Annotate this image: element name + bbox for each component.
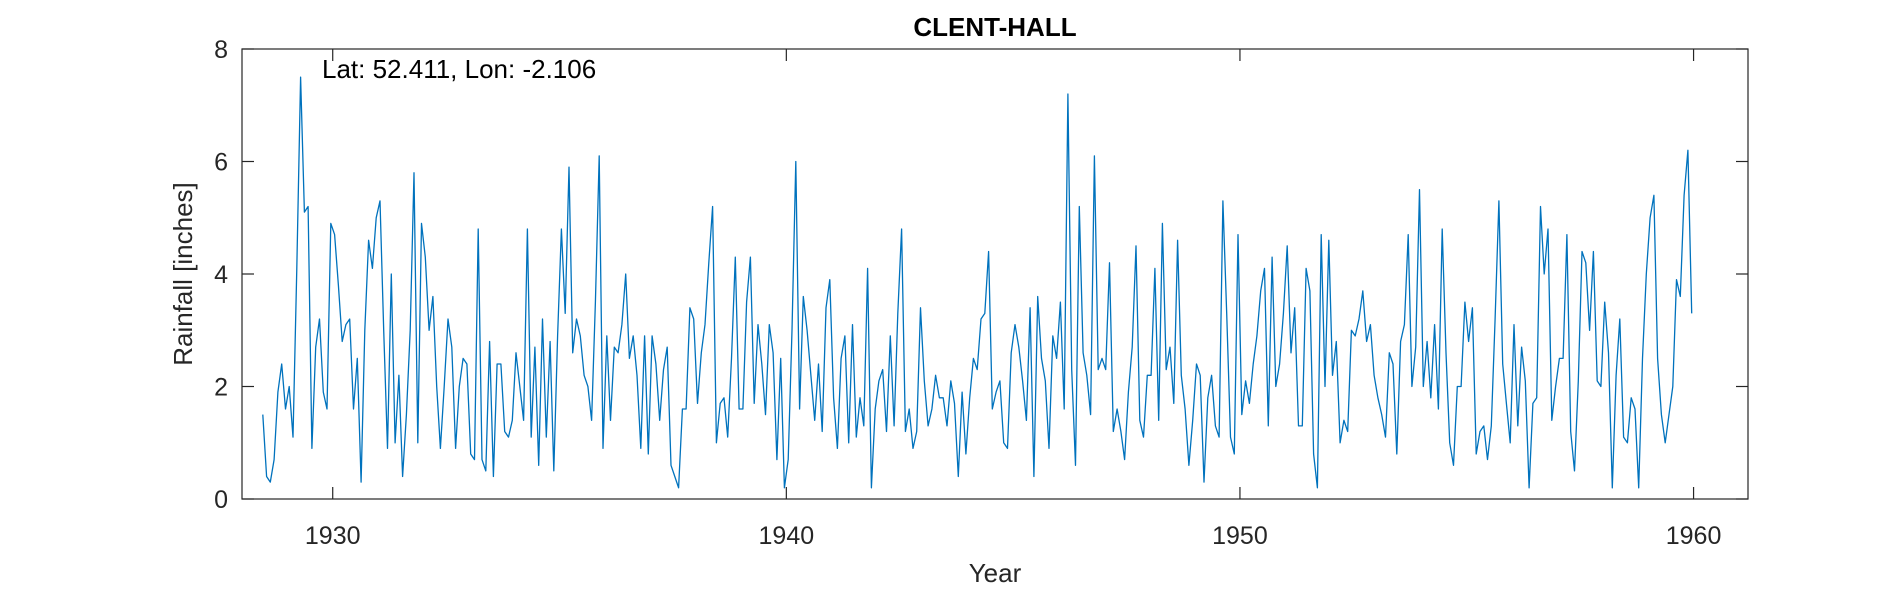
y-tick-label: 4 <box>214 261 228 289</box>
x-tick-labels: 1930 1940 1950 1960 <box>305 522 1721 550</box>
x-tick-label: 1930 <box>305 522 361 550</box>
chart-title: CLENT-HALL <box>913 12 1076 42</box>
y-tick-label: 2 <box>214 374 228 402</box>
y-tick-label: 8 <box>214 36 228 64</box>
x-axis-label: Year <box>969 558 1022 588</box>
y-axis-label: Rainfall [inches] <box>168 182 198 366</box>
plot-area <box>242 49 1748 499</box>
y-tick-labels: 0 2 4 6 8 <box>214 36 228 514</box>
x-tick-label: 1960 <box>1666 522 1722 550</box>
y-tick-label: 0 <box>214 486 228 514</box>
x-tick-label: 1950 <box>1212 522 1268 550</box>
x-tick-label: 1940 <box>759 522 815 550</box>
location-annotation: Lat: 52.411, Lon: -2.106 <box>322 54 596 84</box>
axes-box <box>241 48 1749 500</box>
y-tick-label: 6 <box>214 149 228 177</box>
rainfall-series-line <box>262 76 1693 489</box>
